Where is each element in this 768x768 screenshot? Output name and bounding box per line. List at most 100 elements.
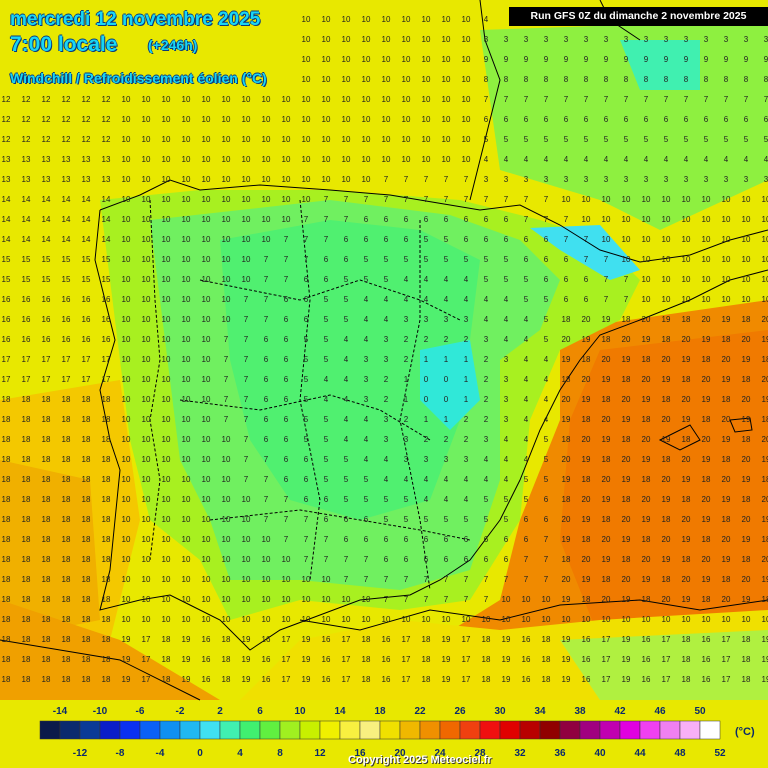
grid-value: 15 — [22, 255, 31, 264]
grid-value: 18 — [762, 355, 768, 364]
grid-value: 10 — [322, 15, 331, 24]
grid-value: 20 — [682, 395, 691, 404]
grid-value: 5 — [344, 295, 349, 304]
grid-value: 15 — [82, 255, 91, 264]
grid-value: 3 — [384, 435, 389, 444]
grid-value: 10 — [642, 275, 651, 284]
grid-value: 10 — [442, 155, 451, 164]
grid-value: 18 — [2, 395, 11, 404]
legend-label-bottom: 12 — [314, 748, 326, 759]
grid-value: 2 — [484, 375, 489, 384]
grid-value: 6 — [524, 115, 529, 124]
grid-value: 5 — [344, 475, 349, 484]
grid-value: 19 — [502, 635, 511, 644]
grid-value: 10 — [202, 175, 211, 184]
grid-value: 18 — [602, 335, 611, 344]
grid-value: 5 — [664, 135, 669, 144]
legend-swatch — [399, 720, 421, 740]
grid-value: 18 — [2, 535, 11, 544]
grid-value: 16 — [522, 655, 531, 664]
grid-value: 3 — [504, 395, 509, 404]
grid-value: 10 — [682, 275, 691, 284]
grid-value: 10 — [242, 555, 251, 564]
grid-value: 10 — [122, 495, 131, 504]
grid-value: 5 — [504, 255, 509, 264]
grid-value: 10 — [382, 55, 391, 64]
grid-value: 18 — [642, 355, 651, 364]
grid-value: 10 — [342, 135, 351, 144]
grid-value: 13 — [82, 155, 91, 164]
grid-value: 20 — [602, 595, 611, 604]
grid-value: 10 — [142, 315, 151, 324]
grid-value: 5 — [524, 135, 529, 144]
temperature-value-grid: 10 10 10 10 10 10 10 10 10 4 10 10 10 10 10 10 10 10 10 3 3 3… — [2, 15, 768, 684]
grid-value: 16 — [642, 635, 651, 644]
grid-value: 19 — [562, 595, 571, 604]
grid-value: 6 — [684, 115, 689, 124]
grid-value: 19 — [602, 315, 611, 324]
grid-value: 8 — [664, 75, 669, 84]
grid-value: 10 — [182, 555, 191, 564]
grid-value: 18 — [722, 395, 731, 404]
grid-value: 5 — [304, 355, 309, 364]
grid-value: 19 — [742, 595, 751, 604]
grid-value: 7 — [424, 575, 429, 584]
grid-value: 10 — [182, 395, 191, 404]
grid-value: 10 — [262, 135, 271, 144]
legend-swatch — [179, 720, 201, 740]
grid-value: 10 — [722, 295, 731, 304]
grid-value: 10 — [222, 555, 231, 564]
grid-value: 10 — [222, 535, 231, 544]
grid-value: 10 — [202, 195, 211, 204]
grid-value: 18 — [22, 475, 31, 484]
grid-value: 18 — [82, 535, 91, 544]
grid-value: 10 — [142, 415, 151, 424]
grid-value: 17 — [42, 375, 51, 384]
grid-value: 19 — [602, 435, 611, 444]
grid-value: 20 — [682, 335, 691, 344]
grid-value: 20 — [702, 375, 711, 384]
grid-value: 7 — [504, 195, 509, 204]
grid-value: 12 — [62, 115, 71, 124]
grid-value: 16 — [702, 635, 711, 644]
grid-value: 19 — [642, 395, 651, 404]
grid-value: 4 — [684, 155, 689, 164]
grid-value: 20 — [682, 515, 691, 524]
grid-value: 4 — [544, 375, 549, 384]
grid-value: 7 — [264, 475, 269, 484]
grid-value: 10 — [662, 255, 671, 264]
grid-value: 19 — [122, 675, 131, 684]
grid-value: 19 — [442, 655, 451, 664]
grid-value: 4 — [624, 155, 629, 164]
grid-value: 10 — [202, 355, 211, 364]
grid-value: 18 — [222, 655, 231, 664]
grid-value: 10 — [322, 175, 331, 184]
grid-value: 10 — [422, 135, 431, 144]
legend-swatch — [579, 720, 601, 740]
grid-value: 6 — [304, 495, 309, 504]
grid-value: 4 — [504, 435, 509, 444]
grid-value: 10 — [182, 195, 191, 204]
grid-value: 10 — [402, 115, 411, 124]
grid-value: 10 — [702, 295, 711, 304]
map-parameter-title: Windchill / Refroidissement éolien (°C) — [10, 70, 267, 86]
grid-value: 2 — [464, 435, 469, 444]
grid-value: 17 — [102, 355, 111, 364]
grid-value: 10 — [122, 315, 131, 324]
grid-value: 4 — [484, 295, 489, 304]
grid-value: 10 — [202, 375, 211, 384]
grid-value: 3 — [384, 355, 389, 364]
grid-value: 15 — [62, 275, 71, 284]
legend-label-top: 38 — [574, 706, 586, 717]
grid-value: 7 — [584, 235, 589, 244]
grid-value: 10 — [462, 75, 471, 84]
grid-value: 7 — [404, 575, 409, 584]
grid-value: 17 — [22, 375, 31, 384]
grid-value: 4 — [504, 315, 509, 324]
grid-value: 10 — [662, 235, 671, 244]
grid-value: 10 — [142, 135, 151, 144]
grid-value: 20 — [742, 455, 751, 464]
grid-value: 6 — [284, 395, 289, 404]
grid-value: 19 — [662, 435, 671, 444]
legend-label-top: 22 — [414, 706, 426, 717]
